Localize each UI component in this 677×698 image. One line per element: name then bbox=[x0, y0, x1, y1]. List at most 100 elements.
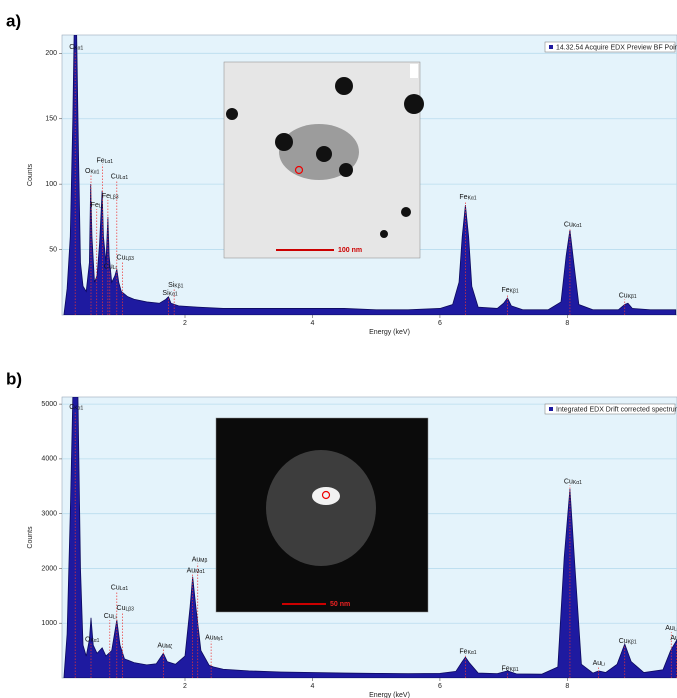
y-tick-label: 150 bbox=[45, 116, 57, 123]
x-tick-label: 6 bbox=[438, 683, 442, 690]
peak-line: Kα1 bbox=[74, 46, 83, 52]
peak-element: Au bbox=[665, 625, 674, 632]
peak-line: Mα1 bbox=[195, 569, 205, 575]
particle-core bbox=[312, 487, 340, 505]
peak-line: Lα1 bbox=[120, 175, 129, 181]
peak-element: Cu bbox=[111, 173, 120, 180]
particle bbox=[316, 146, 332, 162]
peak-element: Fe bbox=[459, 194, 467, 201]
peak-label: CuKα1 bbox=[564, 222, 582, 230]
y-tick-label: 50 bbox=[49, 246, 57, 253]
peak-line: Lβ3 bbox=[125, 607, 134, 613]
x-tick-label: 8 bbox=[565, 683, 569, 690]
peak-element: Cu bbox=[104, 613, 113, 620]
peak-line: Kα1 bbox=[90, 638, 99, 644]
panel-label: b) bbox=[6, 369, 22, 388]
peak-line: Lι bbox=[99, 204, 103, 210]
peak-label: AuMγ1 bbox=[205, 634, 223, 642]
peak-element: Cu bbox=[117, 605, 126, 612]
x-tick-label: 2 bbox=[183, 320, 187, 327]
peak-element: Au bbox=[593, 660, 602, 667]
peak-line: Kα1 bbox=[169, 292, 178, 298]
peak-line: Lι bbox=[113, 265, 117, 271]
peak-label: CuLι bbox=[104, 263, 117, 271]
peak-label: FeLι bbox=[91, 202, 103, 210]
peak-label: AuMβ bbox=[192, 557, 208, 565]
peak-label: AuLα1 bbox=[670, 635, 677, 643]
peak-element: Cu bbox=[619, 638, 628, 645]
particle-glow bbox=[266, 450, 376, 566]
legend-label: 14.32.54 Acquire EDX Preview BF Point bbox=[556, 44, 677, 51]
peak-label: SiKα1 bbox=[162, 290, 177, 298]
peak-line: Mζ bbox=[166, 645, 173, 651]
peak-label: AuMζ bbox=[157, 643, 173, 651]
particle bbox=[404, 94, 424, 114]
peak-line: Lι bbox=[601, 662, 605, 668]
particle bbox=[339, 163, 353, 177]
peak-label: FeLβ3 bbox=[102, 193, 119, 201]
peak-label: CuLι bbox=[104, 613, 117, 621]
peak-line: Kα1 bbox=[468, 196, 477, 202]
peak-element: Cu bbox=[564, 222, 573, 229]
y-axis-label: Counts bbox=[27, 526, 34, 549]
peak-line: Kβ1 bbox=[174, 284, 183, 290]
peak-element: Fe bbox=[96, 157, 104, 164]
x-tick-label: 6 bbox=[438, 320, 442, 327]
legend-label: Integrated EDX Drift corrected spectrum … bbox=[556, 406, 677, 413]
peak-line: Lβ3 bbox=[110, 195, 119, 201]
particle bbox=[380, 230, 388, 238]
peak-element: Fe bbox=[102, 193, 110, 200]
peak-label: CuLα1 bbox=[111, 173, 129, 181]
peak-label: OKα1 bbox=[85, 168, 100, 176]
peak-label: CuKβ1 bbox=[619, 292, 637, 300]
y-tick-label: 5000 bbox=[41, 401, 57, 408]
peak-line: Kα1 bbox=[74, 406, 83, 412]
peak-element: Cu bbox=[117, 254, 126, 261]
peak-label: FeKβ1 bbox=[501, 287, 518, 295]
peak-label: CuLβ3 bbox=[117, 605, 135, 613]
peak-line: Lα1 bbox=[105, 159, 114, 165]
peak-element: Au bbox=[205, 634, 214, 641]
scale-bar-label: 100 nm bbox=[338, 247, 362, 254]
peak-element: Fe bbox=[501, 287, 509, 294]
peak-line: Kβ1 bbox=[510, 668, 519, 674]
peak-label: CuLβ3 bbox=[117, 254, 135, 262]
peak-label: FeKα1 bbox=[459, 194, 476, 202]
y-tick-label: 200 bbox=[45, 50, 57, 57]
peak-label: AuLι bbox=[593, 660, 605, 668]
peak-element: Au bbox=[670, 635, 677, 642]
peak-label: AuMα1 bbox=[187, 567, 206, 575]
peak-line: Mβ bbox=[200, 559, 207, 565]
peak-label: CuLα1 bbox=[111, 584, 129, 592]
peak-line: Kβ1 bbox=[628, 640, 637, 646]
y-tick-label: 3000 bbox=[41, 511, 57, 518]
peak-element: Cu bbox=[619, 292, 628, 299]
peak-element: Fe bbox=[501, 666, 509, 673]
peak-element: Fe bbox=[459, 649, 467, 656]
peak-line: Kα1 bbox=[573, 480, 582, 486]
peak-label: CKα1 bbox=[69, 44, 83, 52]
peak-label: AuLα2 bbox=[665, 625, 677, 633]
peak-line: Kα1 bbox=[573, 224, 582, 230]
peak-label: CuKα1 bbox=[564, 478, 582, 486]
peak-line: Mγ1 bbox=[214, 636, 224, 642]
peak-element: Au bbox=[187, 567, 196, 574]
peak-label: FeKα1 bbox=[459, 649, 476, 657]
peak-line: Kα1 bbox=[90, 170, 99, 176]
peak-line: Kβ1 bbox=[510, 289, 519, 295]
y-tick-label: 1000 bbox=[41, 620, 57, 627]
y-tick-label: 100 bbox=[45, 181, 57, 188]
peak-element: Cu bbox=[104, 263, 113, 270]
peak-line: Kα1 bbox=[468, 651, 477, 657]
particle bbox=[275, 133, 293, 151]
x-tick-label: 4 bbox=[311, 683, 315, 690]
peak-label: CuKβ1 bbox=[619, 638, 637, 646]
y-axis-label: Counts bbox=[27, 163, 34, 186]
peak-element: Cu bbox=[111, 584, 120, 591]
peak-element: Au bbox=[157, 643, 166, 650]
peak-line: Lα1 bbox=[120, 586, 129, 592]
peak-label: FeKβ1 bbox=[501, 666, 518, 674]
y-tick-label: 2000 bbox=[41, 565, 57, 572]
x-axis-label: Energy (keV) bbox=[369, 329, 410, 336]
